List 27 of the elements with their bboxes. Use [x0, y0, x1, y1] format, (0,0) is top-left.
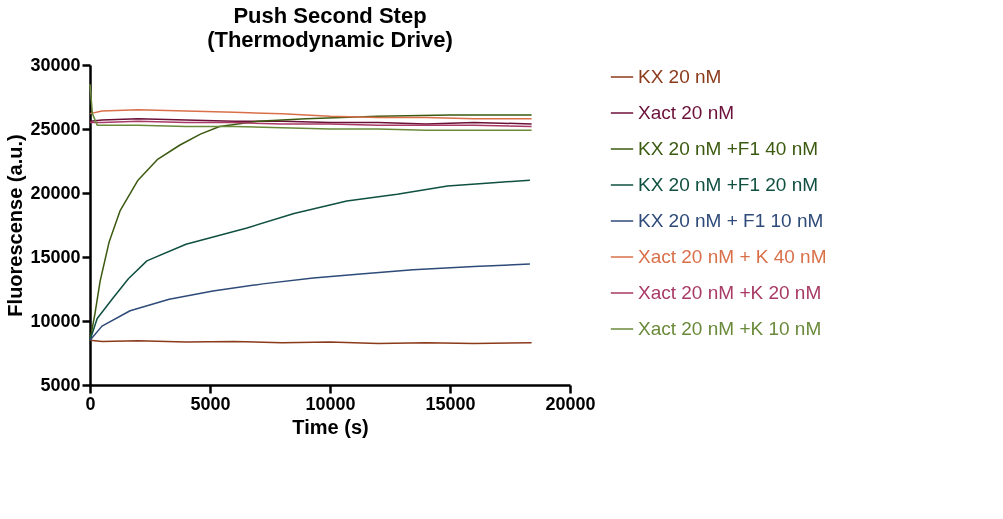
x-tick-label: 0: [85, 393, 96, 414]
x-tick-label: 10000: [305, 393, 356, 414]
x-tick-label: 5000: [190, 393, 231, 414]
y-tick-label: 10000: [30, 310, 81, 331]
y-tick-label: 5000: [40, 374, 81, 395]
y-axis-title: Fluorescense (a.u.): [4, 134, 27, 317]
line-series: [89, 109, 533, 120]
text: Push Second Step: [233, 3, 427, 28]
legend-label: KX 20 nM +F1 40 nM: [638, 138, 819, 159]
legend-label: Xact 20 nM +K 20 nM: [638, 282, 822, 303]
legend-label: KX 20 nM + F1 10 nM: [638, 210, 824, 231]
text: (Thermodynamic Drive): [207, 27, 453, 52]
y-tick-label: 30000: [30, 54, 81, 75]
line-series: [89, 83, 533, 132]
line-series: [89, 263, 531, 341]
line-series: [89, 179, 531, 341]
x-tick-label: 15000: [425, 393, 476, 414]
x-axis-title: Time (s): [292, 415, 369, 438]
legend-label: Xact 20 nM + K 40 nM: [638, 246, 827, 267]
y-tick-label: 20000: [30, 182, 81, 203]
legend-label: Xact 20 nM: [638, 102, 735, 123]
x-tick-label: 20000: [545, 393, 596, 414]
legend-label: Xact 20 nM +K 10 nM: [638, 318, 822, 339]
y-tick-label: 25000: [30, 118, 81, 139]
legend-label: KX 20 nM: [638, 66, 722, 87]
legend-label: KX 20 nM +F1 20 nM: [638, 174, 819, 195]
y-tick-label: 15000: [30, 246, 81, 267]
